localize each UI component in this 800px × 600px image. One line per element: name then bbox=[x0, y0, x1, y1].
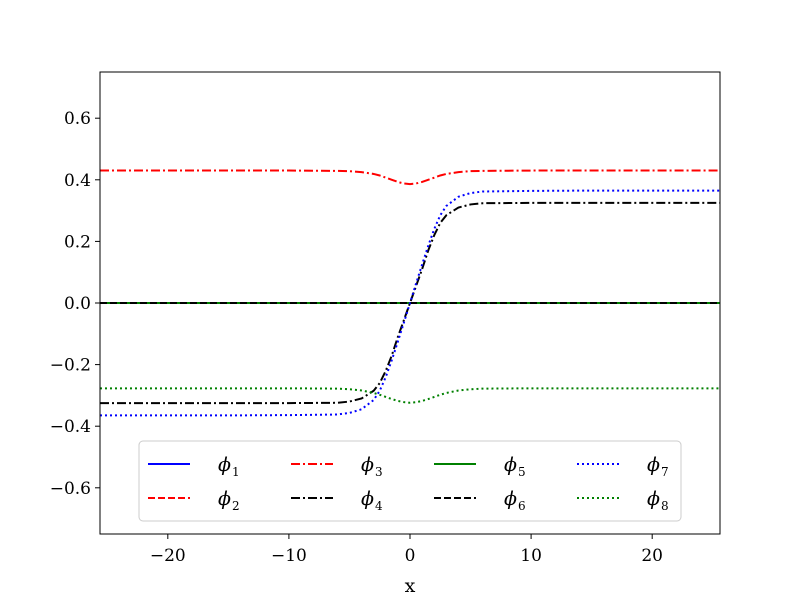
series-line-7 bbox=[100, 189, 720, 417]
legend-box bbox=[138, 440, 682, 522]
x-tick-label: −20 bbox=[150, 546, 186, 566]
x-axis-label: x bbox=[405, 575, 416, 597]
y-tick-label: 0.6 bbox=[64, 109, 91, 129]
y-tick-label: 0.4 bbox=[64, 171, 91, 191]
series-line-4 bbox=[100, 201, 720, 405]
x-tick-label: −10 bbox=[271, 546, 307, 566]
y-tick-label: 0.0 bbox=[64, 294, 91, 314]
x-tick-label: 20 bbox=[641, 546, 663, 566]
series-line-8 bbox=[100, 387, 720, 404]
x-axis: −20 −10 0 10 20 bbox=[150, 534, 663, 566]
series-line-3 bbox=[100, 169, 720, 186]
y-tick-label: 0.2 bbox=[64, 232, 91, 252]
y-axis: −0.6 −0.4 −0.2 0.0 0.2 0.4 0.6 bbox=[50, 109, 100, 499]
plot-lines bbox=[100, 169, 720, 417]
y-tick-label: −0.6 bbox=[50, 479, 91, 499]
y-tick-label: −0.2 bbox=[50, 356, 91, 376]
x-tick-label: 10 bbox=[520, 546, 542, 566]
y-tick-label: −0.4 bbox=[50, 417, 91, 437]
x-tick-label: 0 bbox=[405, 546, 416, 566]
